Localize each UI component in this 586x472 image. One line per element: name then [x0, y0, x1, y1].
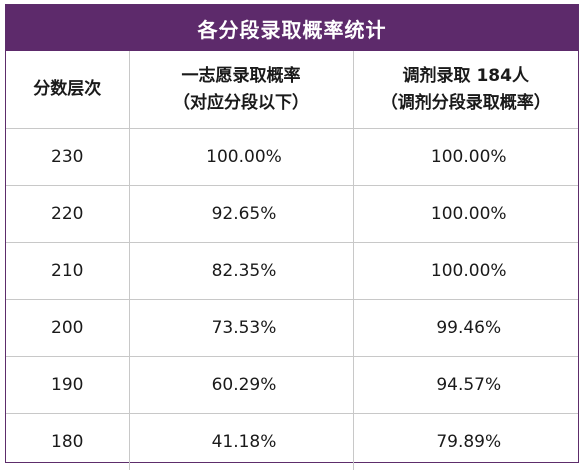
header-score-level: 分数层次 [6, 51, 130, 129]
score-cell: 190 [6, 356, 130, 414]
first-choice-cell: 73.53% [128, 299, 354, 357]
table-row: 210 82.35% 100.00% [6, 242, 578, 300]
header-score-level-label: 分数层次 [33, 79, 102, 99]
table-title: 各分段录取概率统计 [6, 5, 578, 51]
first-choice-cell: 41.18% [128, 413, 354, 470]
header-adjusted-line1: 调剂录取 184人 [402, 65, 529, 86]
header-first-choice-line2: （对应分段以下） [173, 92, 309, 113]
header-adjusted-rate: 调剂录取 184人 （调剂分段录取概率） [352, 51, 578, 129]
adjusted-cell: 100.00% [352, 185, 578, 243]
adjusted-cell: 100.00% [352, 128, 578, 186]
score-cell: 220 [6, 185, 130, 243]
table-row: 220 92.65% 100.00% [6, 185, 578, 243]
admission-probability-table: 各分段录取概率统计 分数层次 一志愿录取概率 （对应分段以下） 调剂录取 184… [5, 4, 579, 470]
score-cell: 210 [6, 242, 130, 300]
header-row: 分数层次 一志愿录取概率 （对应分段以下） 调剂录取 184人 （调剂分段录取概… [6, 51, 578, 129]
header-first-choice-line1: 一志愿录取概率 [181, 65, 301, 86]
first-choice-cell: 82.35% [128, 242, 354, 300]
adjusted-cell: 99.46% [352, 299, 578, 357]
header-adjusted-line2: （调剂分段录取概率） [380, 92, 551, 113]
first-choice-cell: 100.00% [128, 128, 354, 186]
probability-grid: 分数层次 一志愿录取概率 （对应分段以下） 调剂录取 184人 （调剂分段录取概… [6, 51, 578, 470]
table-row: 180 41.18% 79.89% [6, 413, 578, 470]
header-first-choice-rate: 一志愿录取概率 （对应分段以下） [128, 51, 354, 129]
table-row: 230 100.00% 100.00% [6, 128, 578, 186]
adjusted-cell: 100.00% [352, 242, 578, 300]
first-choice-cell: 92.65% [128, 185, 354, 243]
score-cell: 200 [6, 299, 130, 357]
adjusted-cell: 79.89% [352, 413, 578, 470]
first-choice-cell: 60.29% [128, 356, 354, 414]
score-cell: 230 [6, 128, 130, 186]
adjusted-cell: 94.57% [352, 356, 578, 414]
score-cell: 180 [6, 413, 130, 470]
table-row: 190 60.29% 94.57% [6, 356, 578, 414]
table-row: 200 73.53% 99.46% [6, 299, 578, 357]
